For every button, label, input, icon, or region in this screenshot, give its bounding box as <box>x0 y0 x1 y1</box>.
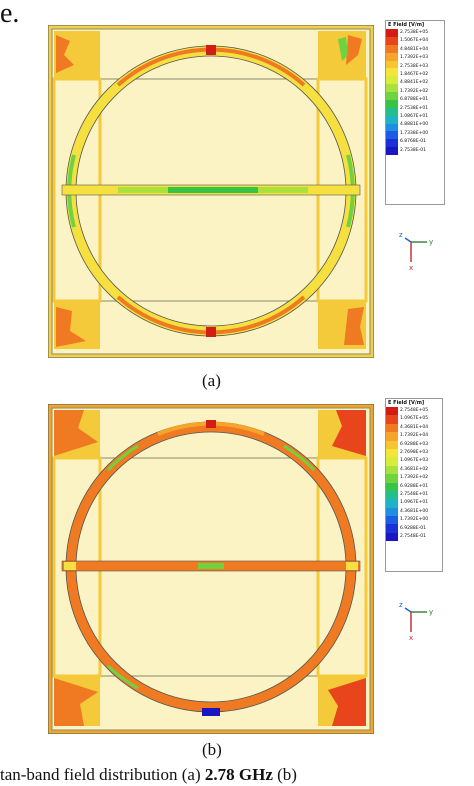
legend-colorbar-b <box>386 407 398 542</box>
legend-swatch <box>386 139 398 148</box>
legend-swatch <box>386 76 398 85</box>
caption-text: tan‑band field distribution (a) <box>0 765 205 784</box>
legend-swatch <box>386 532 398 542</box>
legend-tick-label: 2.7548E-01 <box>400 534 426 540</box>
field-plot-b-graphic <box>47 403 375 735</box>
legend-tick-label: 1.0967E+03 <box>400 458 429 464</box>
legend-swatch <box>386 115 398 124</box>
legend-tick-label: 6.8768E-01 <box>400 139 426 145</box>
legend-swatch <box>386 524 398 533</box>
legend-title-a: E Field [V/m] <box>388 22 425 28</box>
legend-tick-label: 6.9288E-01 <box>400 525 426 531</box>
legend-tick-label: 1.0867E+01 <box>400 114 429 120</box>
legend-tick-label: 4.3681E+04 <box>400 424 429 430</box>
legend-swatch <box>386 415 398 424</box>
legend-tick-label: 6.8788E+01 <box>400 97 429 103</box>
legend-swatch <box>386 432 398 441</box>
panel-label-b: (b) <box>202 740 222 759</box>
legend-swatch <box>386 448 398 458</box>
color-legend-a: E Field [V/m] 2.7538E+05 1.5067E+04 4.8481… <box>385 20 445 205</box>
legend-tick-label: 1.0967E+01 <box>400 500 429 506</box>
caption-frequency: 2.78 GHz <box>204 765 273 784</box>
legend-swatch <box>386 52 398 61</box>
axis-z-label-b: z <box>399 601 403 609</box>
axis-y-label-b: y <box>429 608 433 616</box>
legend-swatch <box>386 457 398 466</box>
legend-swatch <box>386 482 398 491</box>
axis-triad-a: y x z <box>397 228 437 272</box>
corner-regions-b <box>54 410 366 726</box>
legend-swatch <box>386 147 398 155</box>
panel-label-a: (a) <box>202 371 221 390</box>
legend-tick-label: 2.7698E+03 <box>400 450 429 456</box>
legend-tick-label: 4.3681E+02 <box>400 466 429 472</box>
legend-tick-label: 2.7538E+03 <box>400 63 429 69</box>
legend-tick-label: 1.7338E+00 <box>400 130 429 136</box>
legend-tick-label: 1.7392E+02 <box>400 475 429 481</box>
legend-tick-label: 1.0967E+05 <box>400 416 429 422</box>
legend-colorbar-a <box>386 29 398 155</box>
legend-swatch <box>386 440 398 449</box>
legend-swatch <box>386 465 398 475</box>
legend-swatch <box>386 423 398 433</box>
corner-regions-a <box>54 31 366 349</box>
legend-swatch <box>386 60 398 69</box>
field-plot-a-graphic <box>47 24 375 359</box>
legend-swatch <box>386 92 398 100</box>
legend-title-b: E Field [V/m] <box>388 400 425 406</box>
legend-swatch <box>386 84 398 92</box>
axis-x-label-b: x <box>409 634 413 642</box>
legend-tick-label: 1.7392E+00 <box>400 517 429 523</box>
legend-swatch <box>386 29 398 37</box>
legend-tick-label: 4.3681E+00 <box>400 508 429 514</box>
legend-swatch <box>386 131 398 140</box>
legend-swatch <box>386 68 398 77</box>
legend-swatch <box>386 474 398 483</box>
legend-swatch <box>386 36 398 45</box>
heading-fragment: e. <box>0 0 20 29</box>
legend-tick-label: 4.8841E+02 <box>400 80 429 86</box>
legend-ticks-a: 2.7538E+05 1.5067E+04 4.8481E+04 1.7392E+03… <box>398 29 444 155</box>
legend-tick-label: 6.9288E+03 <box>400 441 429 447</box>
axis-triad-b: y x z <box>397 598 437 642</box>
legend-tick-label: 1.7392E+03 <box>400 55 429 61</box>
legend-tick-label: 2.7548E+01 <box>400 492 429 498</box>
legend-tick-label: 1.5067E+04 <box>400 38 429 44</box>
legend-swatch <box>386 99 398 108</box>
legend-tick-label: 2.7538E-01 <box>400 147 426 153</box>
legend-swatch <box>386 507 398 517</box>
legend-tick-label: 1.8467E+02 <box>400 72 429 78</box>
legend-swatch <box>386 516 398 525</box>
figure-caption: tan‑band field distribution (a) 2.78 GHz… <box>0 765 297 786</box>
legend-tick-label: 4.8481E+04 <box>400 46 429 52</box>
caption-tail: (b) <box>272 765 297 784</box>
legend-tick-label: 2.7538E+05 <box>400 30 429 35</box>
legend-tick-label: 2.7548E+05 <box>400 408 429 413</box>
legend-swatch <box>386 44 398 53</box>
legend-tick-label: 1.7392E+02 <box>400 88 429 94</box>
legend-swatch <box>386 107 398 116</box>
legend-swatch <box>386 490 398 500</box>
legend-swatch <box>386 123 398 132</box>
legend-tick-label: 6.9288E+01 <box>400 483 429 489</box>
legend-tick-label: 2.7538E+01 <box>400 105 429 111</box>
field-plot-a <box>47 24 375 359</box>
color-legend-b: E Field [V/m] 2.7548E+05 1.0967E+05 4.3681… <box>385 398 443 572</box>
axis-x-label-a: x <box>409 264 413 272</box>
legend-tick-label: 1.7392E+04 <box>400 433 429 439</box>
axis-y-label-a: y <box>429 238 433 246</box>
legend-swatch <box>386 499 398 508</box>
legend-swatch <box>386 407 398 416</box>
axis-z-label-a: z <box>399 231 403 239</box>
legend-tick-label: 4.8881E+00 <box>400 122 429 128</box>
legend-ticks-b: 2.7548E+05 1.0967E+05 4.3681E+04 1.7392E+04… <box>398 407 442 542</box>
field-plot-b <box>47 403 375 735</box>
